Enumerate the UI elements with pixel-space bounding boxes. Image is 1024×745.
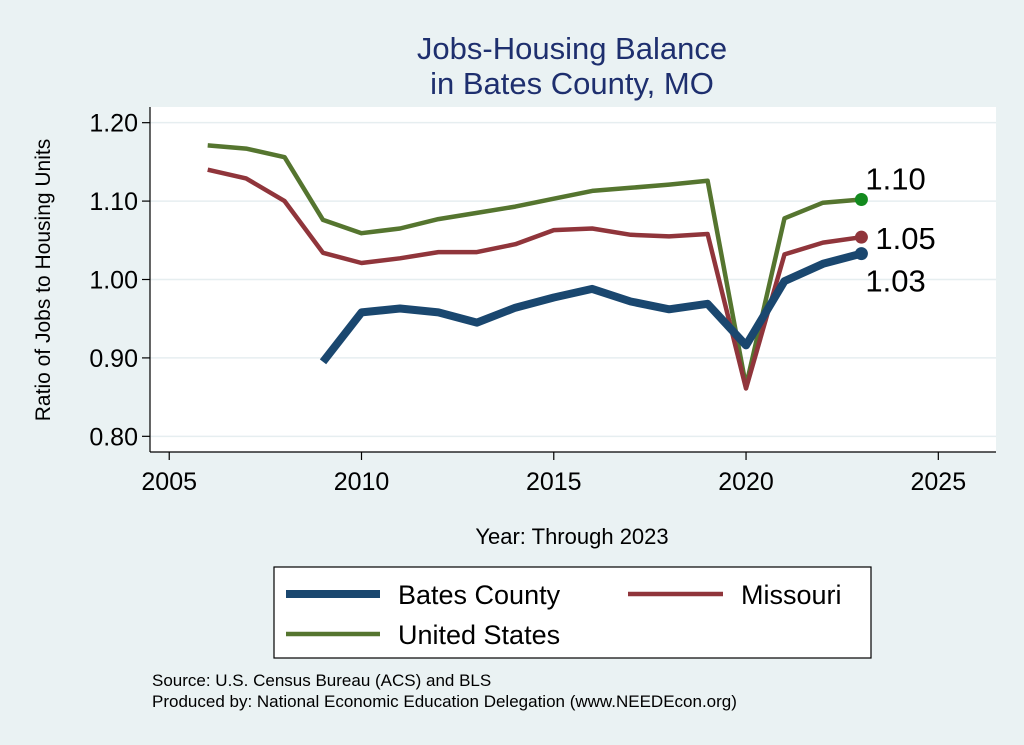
end-marker-missouri — [854, 230, 868, 244]
legend-label-bates-county: Bates County — [398, 580, 561, 610]
series-group — [207, 143, 863, 391]
y-tick-label: 1.10 — [89, 188, 138, 216]
x-tick-label: 2005 — [141, 468, 197, 496]
y-tick-label: 0.90 — [89, 345, 138, 373]
legend-label-united-states: United States — [398, 620, 560, 650]
x-tick-label: 2015 — [526, 468, 582, 496]
series-line-bates-county — [319, 249, 863, 365]
legend-box — [273, 566, 872, 659]
x-tick-label: 2020 — [718, 468, 774, 496]
y-axis-label: Ratio of Jobs to Housing Units — [32, 139, 55, 421]
end-labels: 1.03 1.05 1.10 — [854, 162, 936, 299]
y-tick-label: 1.00 — [89, 267, 138, 295]
end-label-bates-county: 1.03 — [865, 264, 925, 299]
x-tick-label: 2025 — [911, 468, 967, 496]
grid-lines — [150, 121, 996, 438]
legend-label-missouri: Missouri — [741, 580, 842, 610]
series-line-missouri — [207, 167, 862, 391]
y-tick-label: 1.20 — [89, 110, 138, 138]
x-axis-ticks: 2005 2010 2015 2020 2025 — [141, 452, 966, 496]
end-label-united-states: 1.10 — [865, 162, 925, 197]
x-axis-label: Year: Through 2023 — [475, 524, 668, 549]
producer-note: Produced by: National Economic Education… — [152, 692, 737, 711]
legend: Bates County Missouri United States — [286, 580, 842, 650]
y-tick-label: 0.80 — [89, 423, 138, 451]
end-marker-united-states — [854, 193, 868, 207]
end-marker-bates-county — [854, 247, 868, 261]
chart-title-line-1: Jobs-Housing Balance — [417, 31, 727, 66]
end-label-missouri: 1.05 — [875, 221, 935, 256]
y-axis-ticks: 0.80 0.90 1.00 1.10 1.20 — [89, 110, 150, 451]
chart-title-line-2: in Bates County, MO — [430, 66, 714, 101]
source-note: Source: U.S. Census Bureau (ACS) and BLS — [152, 671, 492, 690]
x-tick-label: 2010 — [334, 468, 390, 496]
